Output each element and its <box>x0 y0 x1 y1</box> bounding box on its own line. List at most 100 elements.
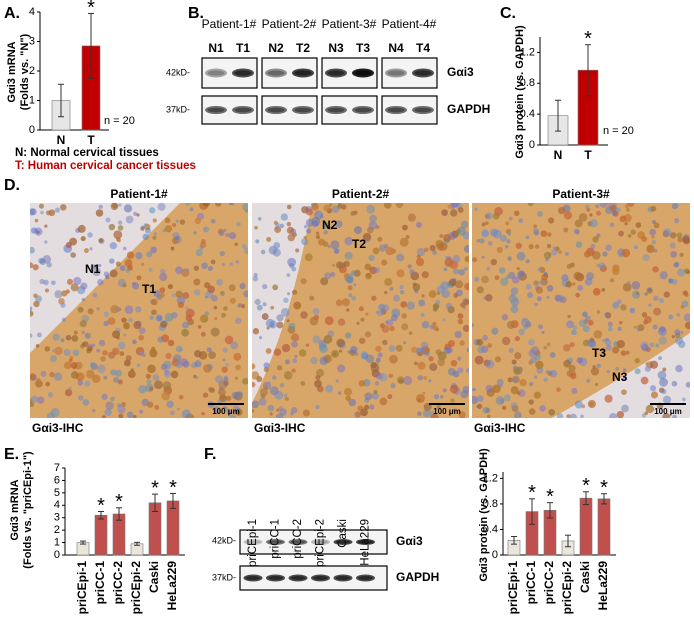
cell <box>123 322 130 330</box>
cell <box>534 302 539 307</box>
cell <box>160 292 165 298</box>
blot-band <box>356 539 375 545</box>
cell <box>400 301 408 308</box>
significance-marker: * <box>528 482 536 504</box>
cell <box>133 414 137 418</box>
cell <box>472 257 478 263</box>
cell <box>331 349 340 358</box>
cell <box>152 235 157 240</box>
cell <box>177 301 185 309</box>
significance-marker: * <box>582 475 590 497</box>
y-tick-label: 0.4 <box>520 108 535 120</box>
cell <box>223 398 227 402</box>
cell <box>176 407 181 411</box>
x-tick-label: Caski <box>578 561 592 593</box>
cell <box>445 302 453 309</box>
cell <box>401 323 409 331</box>
cell <box>291 289 298 295</box>
cell <box>604 394 613 403</box>
cell <box>156 315 163 321</box>
cell <box>210 259 216 265</box>
cell <box>325 384 334 393</box>
cell <box>443 267 448 272</box>
cell <box>30 395 39 403</box>
protein-label: Gαi3 <box>447 65 474 79</box>
mw-marker: 37kD- <box>166 104 190 114</box>
cell <box>152 218 157 223</box>
cell <box>602 338 606 343</box>
cell <box>405 234 410 239</box>
blot-band <box>288 574 308 582</box>
cell <box>416 254 421 259</box>
cell <box>232 405 240 413</box>
cell <box>37 396 45 404</box>
cell <box>585 378 591 383</box>
cell <box>108 223 116 231</box>
cell <box>644 315 652 324</box>
cell <box>65 289 70 294</box>
y-tick-label: 1 <box>54 536 60 548</box>
cell <box>369 404 375 410</box>
cell <box>574 219 583 228</box>
blot-band <box>232 68 254 78</box>
cell <box>124 305 134 314</box>
cell <box>294 354 298 359</box>
lane-group-label: Patient-1# <box>202 17 257 31</box>
cell <box>337 364 346 373</box>
cell <box>483 296 487 300</box>
cell <box>279 408 287 416</box>
cell <box>229 414 237 418</box>
cell <box>476 238 481 243</box>
cell <box>275 222 280 228</box>
cell <box>92 409 96 413</box>
cell <box>323 204 331 212</box>
cell <box>647 287 653 292</box>
cell <box>47 392 54 398</box>
lane-label: priCC-2 <box>292 519 304 559</box>
cell <box>113 376 120 383</box>
cell <box>133 211 138 216</box>
cell <box>125 269 130 273</box>
cell <box>287 257 297 267</box>
cell <box>395 203 404 208</box>
cell <box>577 284 584 292</box>
cell <box>490 258 498 266</box>
bar <box>597 498 611 556</box>
cell <box>551 249 558 256</box>
cell <box>651 240 657 245</box>
cell <box>45 210 52 216</box>
cell <box>436 405 441 410</box>
cell <box>596 363 601 369</box>
cell <box>477 395 484 402</box>
cell <box>86 369 95 379</box>
cell <box>61 317 66 322</box>
cell <box>402 224 408 231</box>
cell <box>423 375 428 381</box>
cell <box>506 320 515 329</box>
cell <box>98 238 104 244</box>
cell <box>337 318 346 326</box>
cell <box>447 367 456 376</box>
cell <box>60 302 66 308</box>
cell <box>528 399 534 405</box>
cell <box>346 308 350 312</box>
cell <box>485 359 495 369</box>
cell <box>611 210 618 216</box>
cell <box>335 220 343 228</box>
cell <box>331 205 340 213</box>
cell <box>117 238 121 243</box>
cell <box>225 232 230 238</box>
cell <box>396 269 405 278</box>
cell <box>443 233 452 243</box>
cell <box>70 252 77 258</box>
cell <box>365 354 375 363</box>
region-label: N1 <box>85 262 101 276</box>
cell <box>388 345 396 352</box>
cell <box>70 361 78 369</box>
cell <box>290 333 300 342</box>
cell <box>546 232 552 237</box>
cell <box>616 410 625 418</box>
cell <box>420 312 425 318</box>
x-tick-label: HeLa229 <box>165 561 179 611</box>
cell <box>107 317 116 326</box>
